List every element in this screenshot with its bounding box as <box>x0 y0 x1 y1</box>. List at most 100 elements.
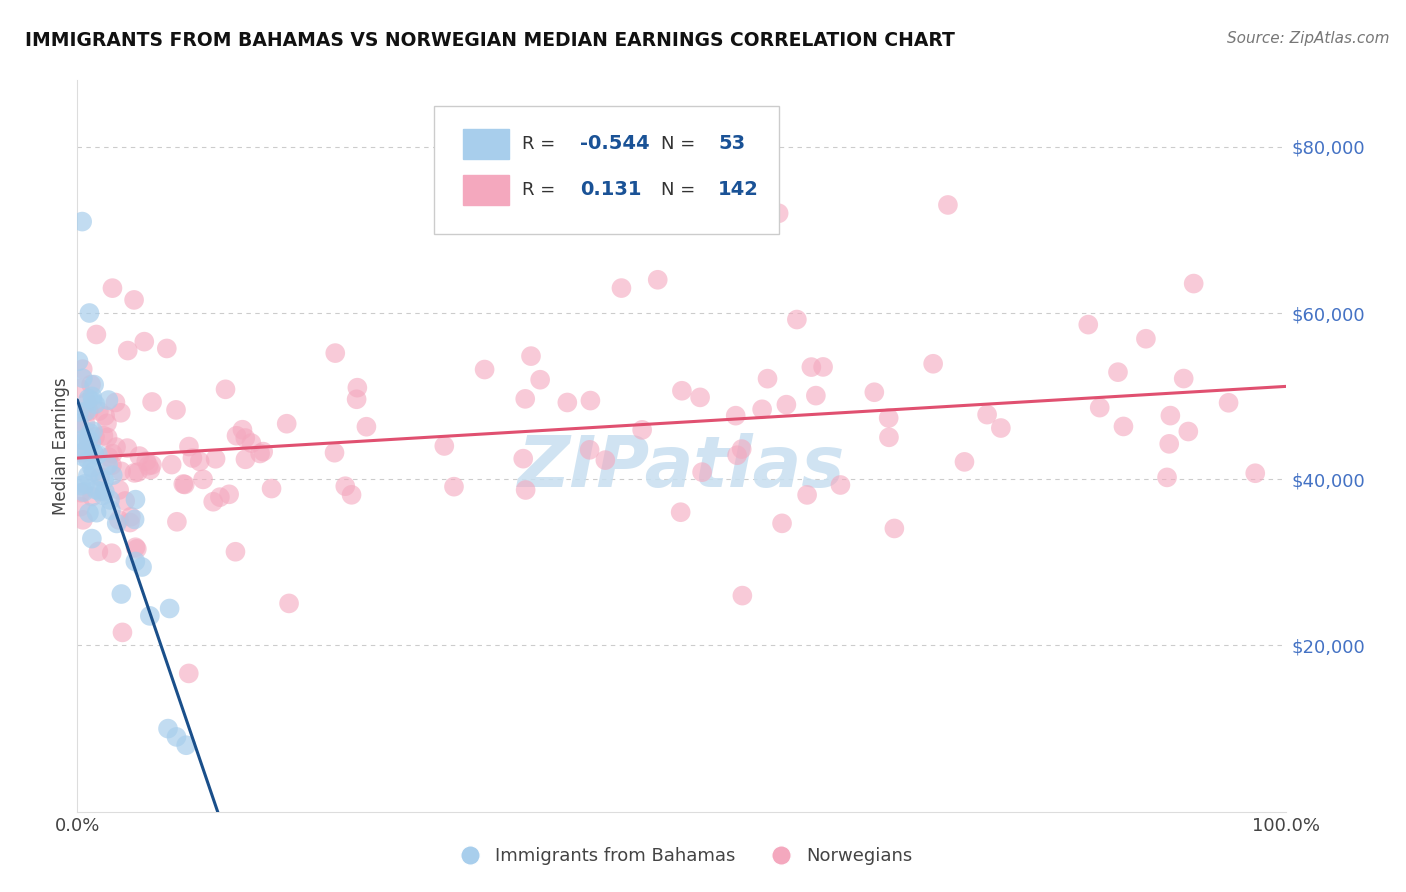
Point <box>108 483 131 497</box>
Point <box>796 488 818 502</box>
Point <box>512 451 534 466</box>
Point <box>1135 332 1157 346</box>
Point <box>114 494 136 508</box>
Point <box>204 451 226 466</box>
Text: 0.131: 0.131 <box>581 180 643 200</box>
Point <box>80 460 103 475</box>
Y-axis label: Median Earnings: Median Earnings <box>52 377 70 515</box>
Point <box>181 450 204 465</box>
Point <box>877 411 900 425</box>
Point <box>75 405 97 419</box>
Point <box>138 458 160 473</box>
Point <box>75 476 97 491</box>
Point <box>72 450 94 464</box>
Point <box>863 385 886 400</box>
Point <box>108 513 131 527</box>
Point <box>93 473 115 487</box>
Bar <box>463 175 509 205</box>
Point <box>323 346 346 360</box>
Text: 142: 142 <box>718 180 759 200</box>
Point <box>97 393 120 408</box>
Point <box>69 381 91 395</box>
Point <box>110 406 132 420</box>
Point <box>173 477 195 491</box>
Point <box>80 377 103 392</box>
Point <box>690 465 713 479</box>
Point <box>631 423 654 437</box>
Point <box>120 509 142 524</box>
Point <box>214 382 236 396</box>
Point <box>100 503 122 517</box>
Point <box>77 392 100 406</box>
Point <box>110 464 132 478</box>
Point <box>128 449 150 463</box>
Point <box>87 404 110 418</box>
Point <box>125 541 148 556</box>
Point <box>67 354 90 368</box>
Point <box>67 416 90 430</box>
Point <box>1112 419 1135 434</box>
Point <box>166 730 188 744</box>
Point <box>97 450 120 464</box>
Point <box>139 463 162 477</box>
Point <box>82 394 104 409</box>
Point <box>91 488 114 502</box>
Point <box>124 512 146 526</box>
Point <box>94 409 117 423</box>
Point <box>751 402 773 417</box>
Point <box>557 395 579 409</box>
Point <box>335 479 357 493</box>
Point <box>768 206 790 220</box>
Point <box>135 454 157 468</box>
Point <box>127 465 149 479</box>
Point <box>80 532 103 546</box>
Point <box>231 423 253 437</box>
Point <box>1177 425 1199 439</box>
Point <box>117 441 139 455</box>
Point <box>1159 409 1181 423</box>
Point <box>529 373 551 387</box>
Point <box>647 273 669 287</box>
Point <box>225 428 247 442</box>
Point <box>105 516 128 531</box>
Point <box>830 478 852 492</box>
FancyBboxPatch shape <box>434 106 779 234</box>
Point <box>72 371 94 385</box>
Point <box>89 484 111 499</box>
Point <box>1218 396 1240 410</box>
Point <box>208 490 231 504</box>
Point <box>756 372 779 386</box>
Point <box>671 384 693 398</box>
Point <box>80 435 103 450</box>
Point <box>252 444 274 458</box>
Point <box>131 560 153 574</box>
Bar <box>463 128 509 160</box>
Point <box>346 392 368 407</box>
Point <box>97 430 120 444</box>
Point <box>1156 470 1178 484</box>
Point <box>811 359 834 374</box>
Point <box>877 430 900 444</box>
Point <box>96 417 118 431</box>
Point <box>97 458 120 472</box>
Point <box>73 485 96 500</box>
Point <box>233 431 256 445</box>
Point <box>117 343 139 358</box>
Point <box>124 540 146 554</box>
Point <box>77 434 100 448</box>
Point <box>922 357 945 371</box>
Point <box>101 281 124 295</box>
Point <box>731 442 754 456</box>
Point <box>224 545 246 559</box>
Point <box>104 395 127 409</box>
Text: Source: ZipAtlas.com: Source: ZipAtlas.com <box>1226 31 1389 46</box>
Point <box>770 516 793 531</box>
Point <box>134 334 156 349</box>
Point <box>82 490 104 504</box>
Point <box>188 454 211 468</box>
Point <box>775 398 797 412</box>
Point <box>101 458 124 473</box>
Point <box>260 482 283 496</box>
Point <box>725 448 748 462</box>
Point <box>69 423 91 437</box>
